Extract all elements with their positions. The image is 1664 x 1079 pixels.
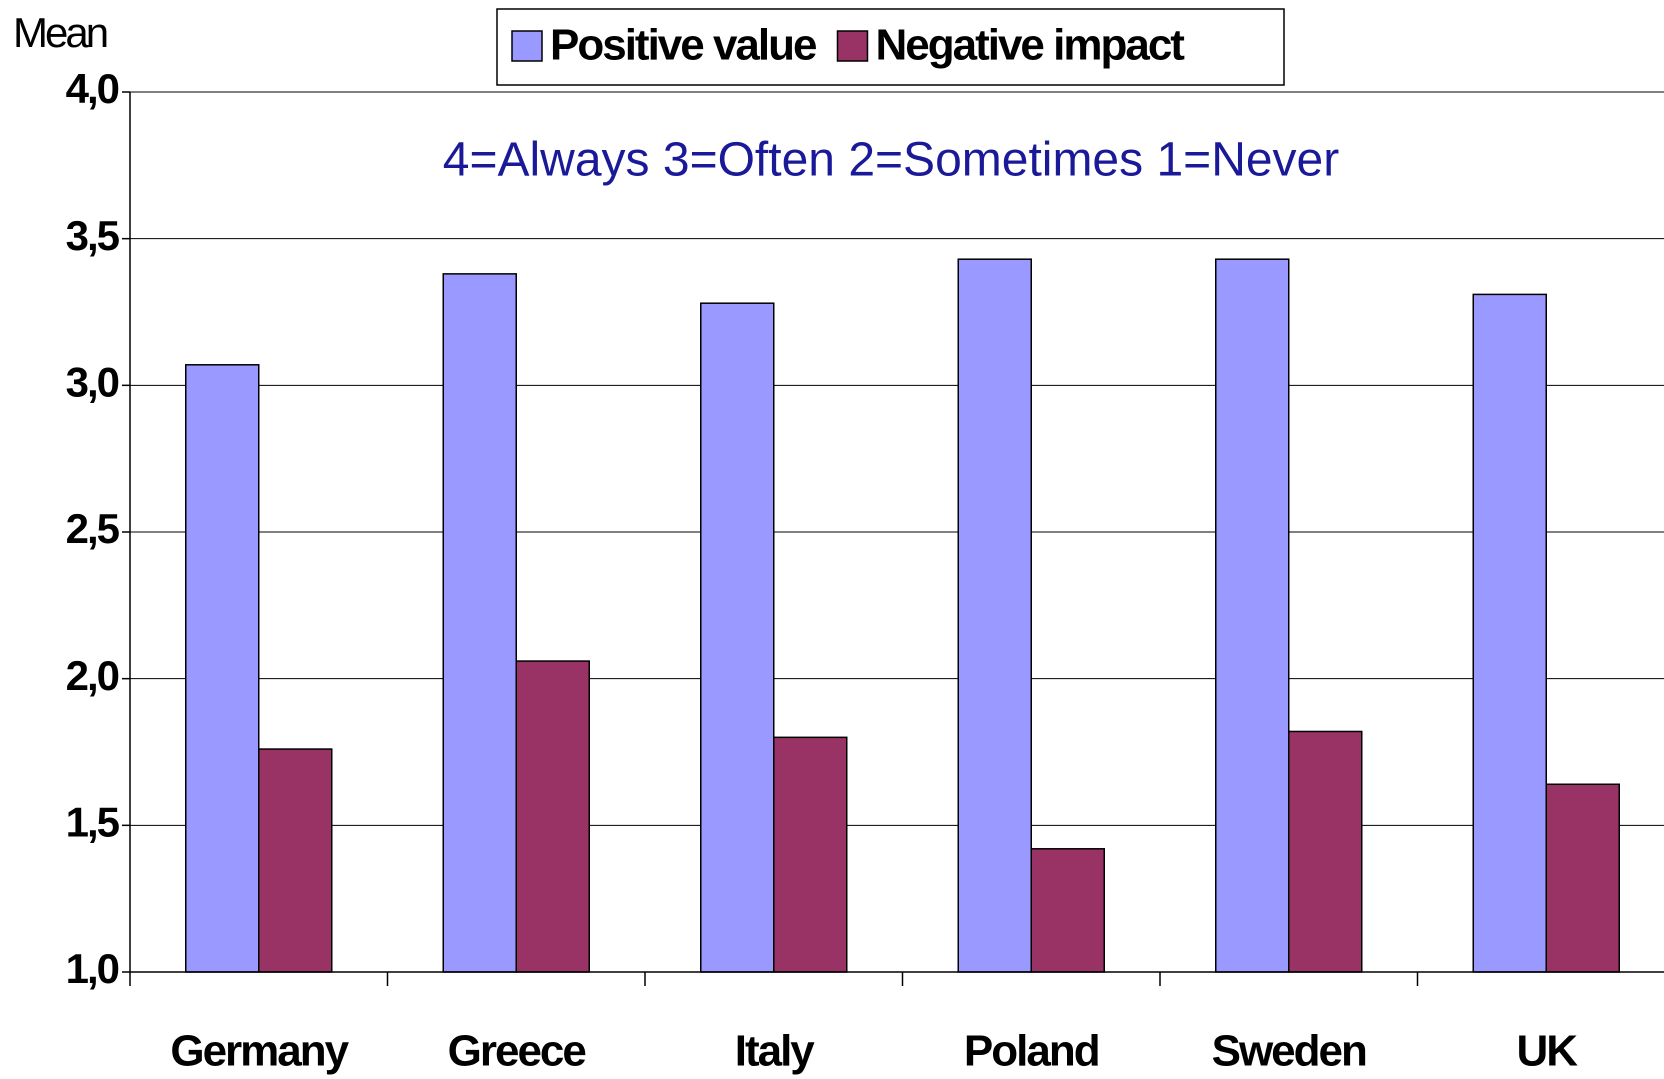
y-tick-label: 2,5 [66, 505, 120, 552]
x-tick-label: Poland [964, 1027, 1099, 1076]
x-tick-label: UK [1516, 1027, 1578, 1076]
bar [1215, 258, 1290, 973]
y-tick-label: 1,5 [66, 798, 120, 845]
bar [185, 364, 260, 973]
bar [515, 660, 590, 973]
legend-box [496, 8, 1285, 86]
y-tick-label: 2,0 [66, 652, 119, 699]
y-tick-label: 3,5 [66, 212, 120, 259]
y-axis-label: Mean [13, 9, 107, 56]
bar [700, 302, 775, 973]
y-tick-label: 3,0 [66, 358, 119, 405]
bar [258, 748, 333, 973]
legend-swatch [511, 30, 543, 62]
legend-swatch [836, 30, 869, 62]
legend-label: Negative impact [875, 21, 1185, 70]
legend-label: Positive value [550, 21, 816, 70]
bar [1030, 848, 1105, 973]
x-tick-label: Germany [170, 1027, 349, 1076]
bar [1545, 783, 1620, 973]
x-tick-label: Greece [448, 1027, 586, 1076]
bar [1472, 293, 1547, 973]
x-tick-label: Italy [735, 1027, 816, 1076]
bar [957, 258, 1032, 973]
annotation: 4=Always 3=Often 2=Sometimes 1=Never [443, 134, 1339, 187]
y-tick-label: 4,0 [66, 65, 119, 112]
x-tick-label: Sweden [1212, 1027, 1366, 1076]
bar [773, 736, 848, 973]
y-tick-label: 1,0 [66, 945, 119, 992]
bar [442, 273, 517, 973]
bar [1288, 730, 1363, 973]
